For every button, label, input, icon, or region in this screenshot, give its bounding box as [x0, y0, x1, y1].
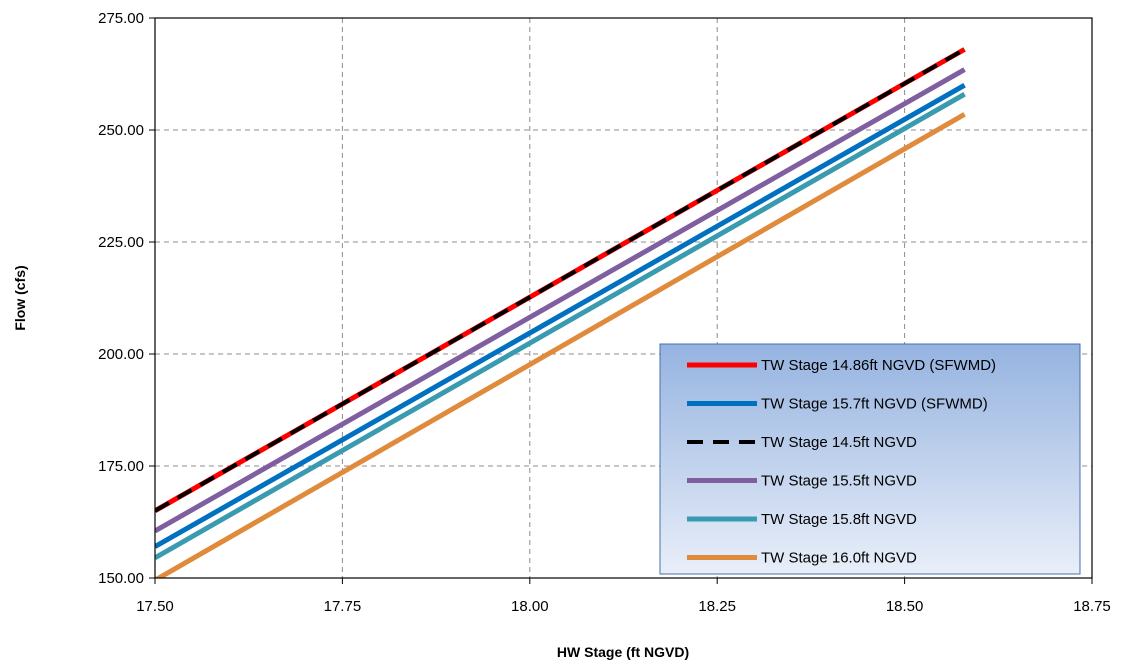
y-tick-label: 275.00	[98, 10, 144, 27]
ticks: 17.50 17.75 18.00 18.25 18.50 18.75 150.00 175.…	[98, 10, 1111, 615]
x-axis-title: HW Stage (ft NGVD)	[557, 644, 689, 660]
y-tick-label: 150.00	[98, 570, 144, 587]
series-line-4	[155, 67, 966, 534]
series-line-5	[155, 91, 966, 561]
x-tick-label: 18.00	[511, 598, 549, 615]
x-tick-label: 18.50	[886, 598, 924, 615]
y-tick-label: 250.00	[98, 122, 144, 139]
x-tick-label: 18.25	[698, 598, 736, 615]
y-axis-title: Flow (cfs)	[12, 265, 28, 330]
series-layer	[155, 47, 966, 578]
series-line-6	[155, 112, 966, 578]
series-group	[155, 47, 966, 578]
x-tick-label: 18.75	[1073, 598, 1111, 615]
y-tick-label: 175.00	[98, 458, 144, 475]
y-tick-label: 225.00	[98, 234, 144, 251]
legend-label-6: TW Stage 16.0ft NGVD	[761, 550, 917, 567]
x-tick-label: 17.50	[136, 598, 174, 615]
y-tick-label: 200.00	[98, 346, 144, 363]
legend-box	[659, 343, 1081, 575]
legend-label-5: TW Stage 15.8ft NGVD	[761, 511, 917, 528]
series-line-2	[155, 83, 966, 549]
plot-border	[154, 17, 1093, 579]
series-line-1	[155, 47, 966, 513]
legend-label-4: TW Stage 15.5ft NGVD	[761, 473, 917, 490]
legend: TW Stage 14.86ft NGVD (SFWMD) TW Stage 15…	[659, 343, 1081, 575]
x-tick-label: 17.75	[324, 598, 362, 615]
legend-label-2: TW Stage 15.7ft NGVD (SFWMD)	[761, 396, 988, 413]
legend-label-1: TW Stage 14.86ft NGVD (SFWMD)	[761, 357, 996, 374]
legend-label-3: TW Stage 14.5ft NGVD	[761, 434, 917, 451]
